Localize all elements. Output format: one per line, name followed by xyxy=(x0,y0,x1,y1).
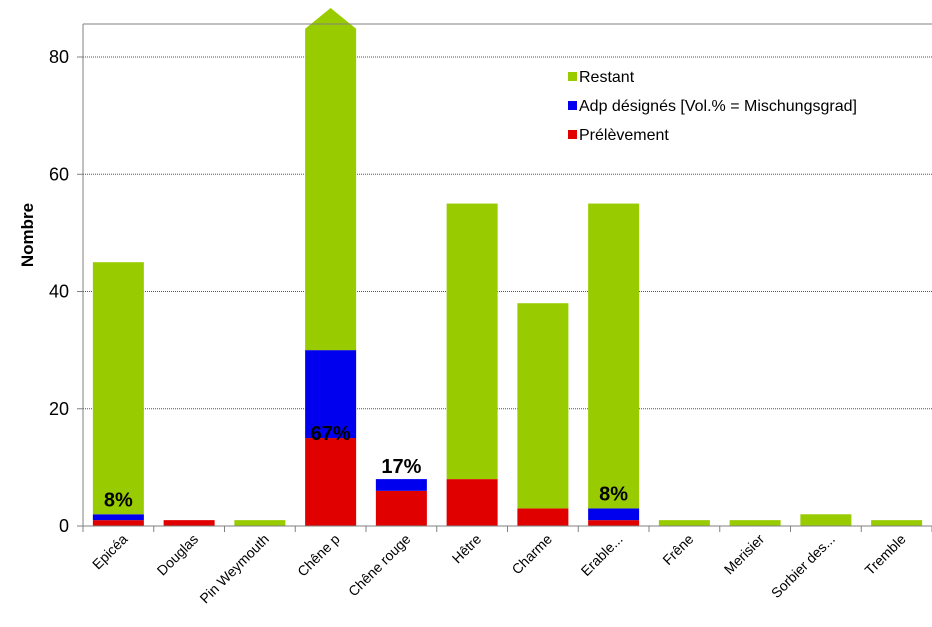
y-tick-label: 40 xyxy=(49,282,69,302)
bar-segment-adp xyxy=(305,350,357,439)
labels: 8% 67% 17% 8% xyxy=(104,423,628,511)
x-tick-label: Chêne p xyxy=(294,531,343,580)
bar-segment-adp xyxy=(92,514,144,521)
bar-segment-prélvement xyxy=(517,508,569,526)
bars xyxy=(92,8,923,526)
y-tick-label: 60 xyxy=(49,164,69,184)
x-tick-label: Hêtre xyxy=(449,531,485,567)
percent-annotation: 17% xyxy=(381,456,421,478)
y-tick-label: 80 xyxy=(49,47,69,67)
bar-segment-restant xyxy=(658,520,710,526)
legend-swatch xyxy=(568,72,577,81)
y-tick-label: 20 xyxy=(49,399,69,419)
x-tick-label: Pin Weymouth xyxy=(196,531,272,607)
legend-swatch xyxy=(568,130,577,139)
x-tick-label: Erable... xyxy=(578,531,626,579)
legend-label: Prélèvement xyxy=(579,127,669,144)
x-tick-label: Frêne xyxy=(659,531,696,568)
percent-annotation: 8% xyxy=(599,483,628,505)
x-tick-label: Epicéa xyxy=(89,531,131,573)
bar-segment-prélvement xyxy=(375,490,427,526)
bar-segment-prélvement xyxy=(446,479,498,526)
legend: Restant Adp désignés [Vol.% = Mischungsgr… xyxy=(568,69,857,144)
y-tick-label: 0 xyxy=(59,516,69,536)
bar-segment-restant xyxy=(588,203,640,509)
x-tick-label: Douglas xyxy=(154,531,202,579)
y-axis-title: Nombre xyxy=(18,203,37,267)
bar-segment-restant xyxy=(871,520,923,526)
bar-segment-restant xyxy=(305,8,357,351)
bar-segment-restant xyxy=(800,514,852,526)
bar-segment-prélvement xyxy=(163,520,215,526)
percent-annotation: 67% xyxy=(311,423,351,445)
bar-segment-restant xyxy=(92,262,144,515)
bar-segment-adp xyxy=(588,508,640,521)
bar-segment-adp xyxy=(375,479,427,491)
x-tick-label: Chêne rouge xyxy=(345,531,414,600)
x-tick-label: Charme xyxy=(508,531,555,578)
legend-label: Adp désignés [Vol.% = Mischungsgrad] xyxy=(579,98,857,115)
bar-segment-prélvement xyxy=(92,520,144,526)
bar-segment-prélvement xyxy=(588,520,640,526)
legend-swatch xyxy=(568,101,577,110)
x-tick-label: Tremble xyxy=(861,531,908,578)
bar-segment-restant xyxy=(517,303,569,509)
bar-segment-restant xyxy=(446,203,498,480)
percent-annotation: 8% xyxy=(104,489,133,511)
bar-segment-restant xyxy=(729,520,781,526)
x-tick-label: Merisier xyxy=(721,531,768,578)
legend-label: Restant xyxy=(579,69,635,86)
bar-segment-restant xyxy=(234,520,286,526)
x-tick-label: Sorbier des... xyxy=(768,531,838,601)
bar-segment-prélvement xyxy=(305,438,357,526)
gridlines xyxy=(83,56,932,410)
